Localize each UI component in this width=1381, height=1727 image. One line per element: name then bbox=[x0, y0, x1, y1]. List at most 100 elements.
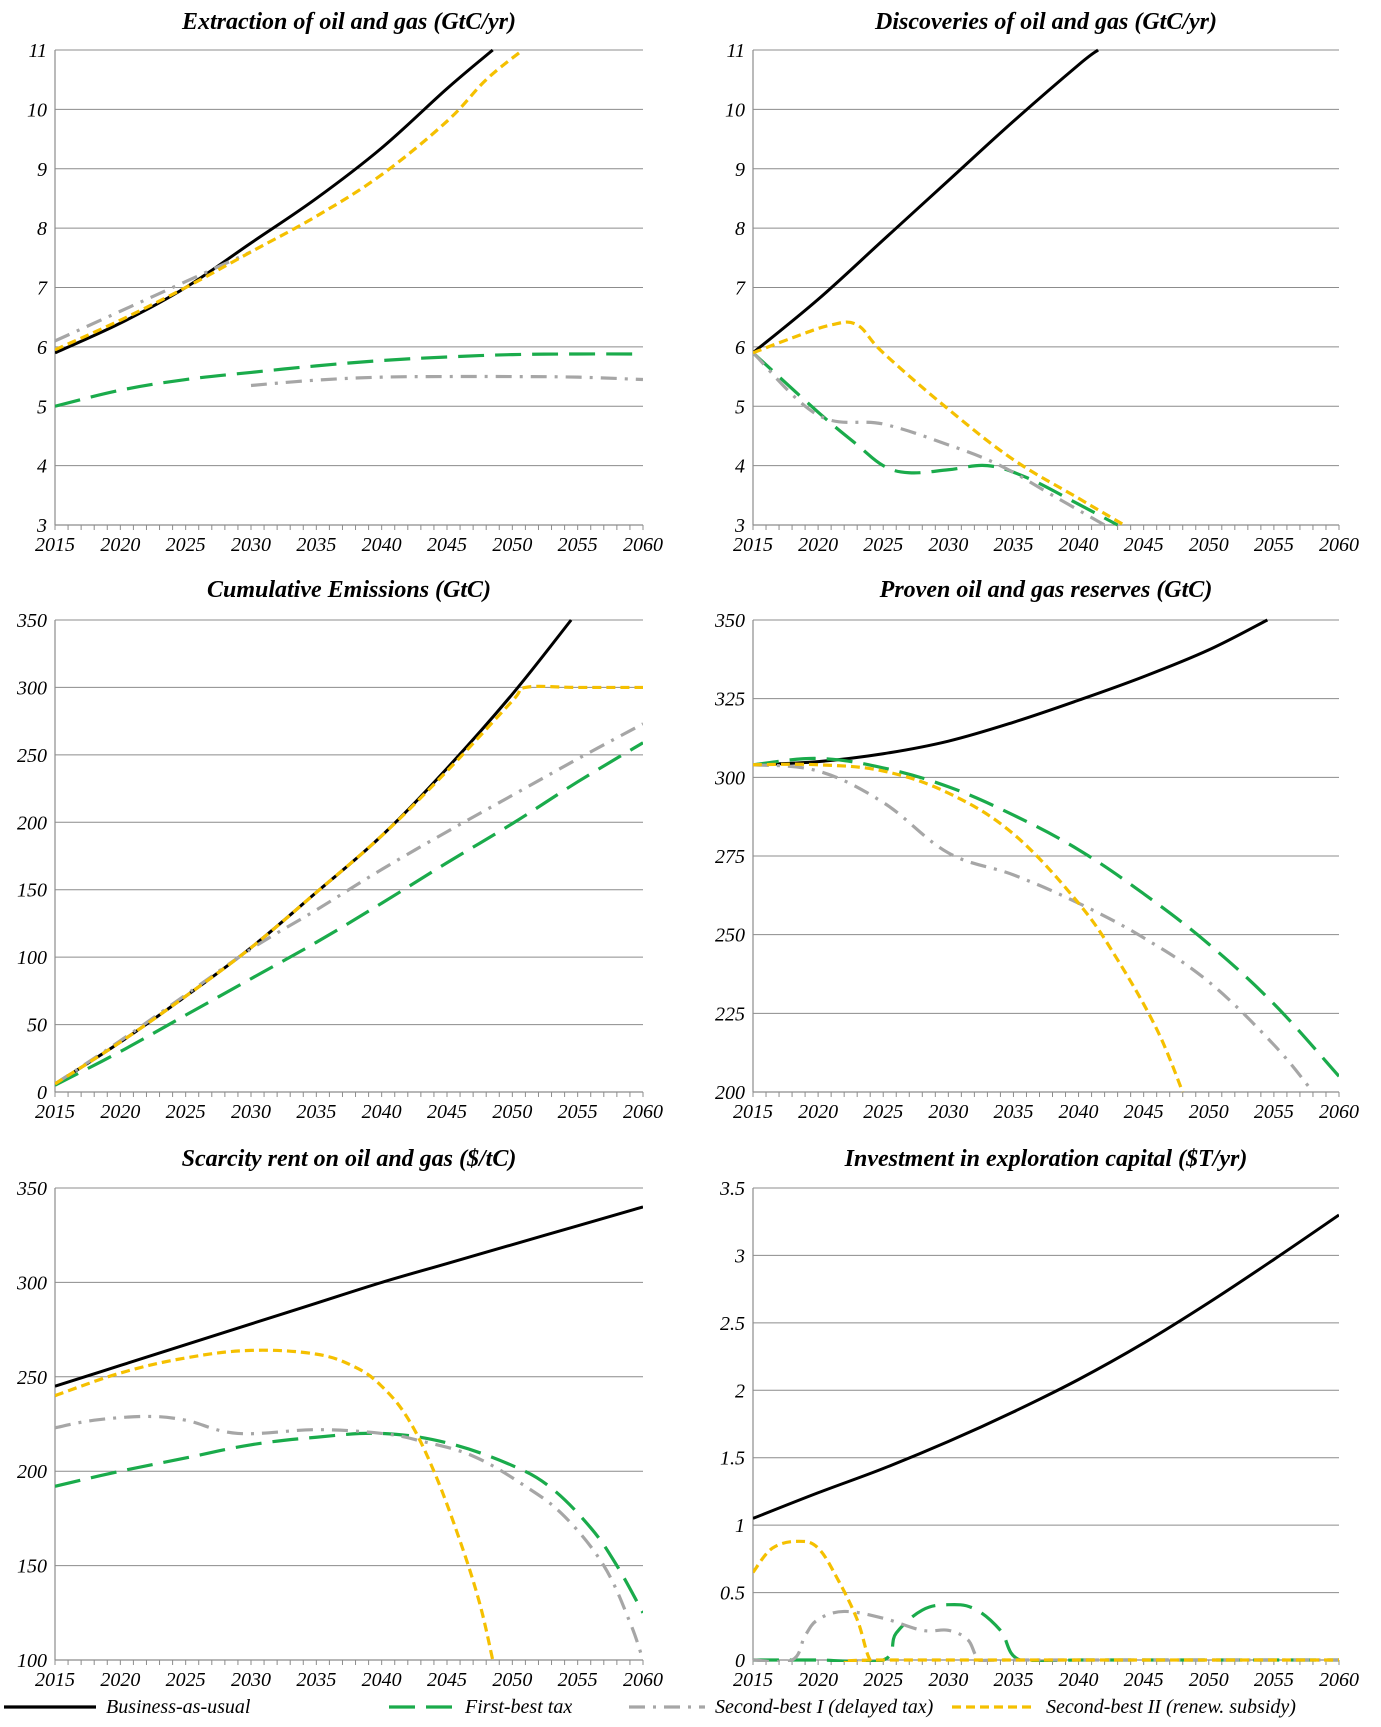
panel-title: Discoveries of oil and gas (GtC/yr) bbox=[874, 9, 1217, 35]
x-tick-label: 2060 bbox=[1319, 534, 1359, 556]
x-tick-label: 2030 bbox=[928, 1669, 968, 1691]
series-line-bau bbox=[753, 48, 1099, 354]
y-tick-label: 100 bbox=[17, 1650, 47, 1672]
series-line-second-best-1 bbox=[55, 250, 252, 343]
y-tick-label: 275 bbox=[715, 846, 745, 868]
panel-6: Investment in exploration capital ($T/yr… bbox=[719, 1146, 1359, 1691]
panel-title: Investment in exploration capital ($T/yr… bbox=[844, 1146, 1248, 1172]
y-tick-label: 8 bbox=[735, 218, 745, 240]
y-tick-label: 0 bbox=[37, 1082, 47, 1104]
x-tick-label: 2040 bbox=[1059, 1101, 1099, 1123]
y-tick-label: 150 bbox=[17, 1556, 47, 1578]
y-tick-label: 9 bbox=[735, 159, 745, 181]
y-tick-label: 300 bbox=[16, 677, 47, 699]
x-tick-label: 2015 bbox=[35, 1101, 75, 1123]
x-tick-label: 2030 bbox=[928, 1101, 968, 1123]
x-tick-label: 2020 bbox=[100, 1101, 140, 1123]
y-tick-label: 225 bbox=[715, 1003, 745, 1025]
x-tick-label: 2050 bbox=[1189, 1669, 1229, 1691]
legend-label-second-best-2: Second-best II (renew. subsidy) bbox=[1046, 1696, 1296, 1718]
x-tick-label: 2025 bbox=[863, 1669, 903, 1691]
x-tick-label: 2060 bbox=[1319, 1101, 1359, 1123]
series-line-second-best-2 bbox=[55, 1348, 495, 1661]
x-tick-label: 2035 bbox=[993, 1101, 1033, 1123]
x-tick-label: 2055 bbox=[558, 1101, 598, 1123]
series-line-bau bbox=[55, 1205, 643, 1388]
series-line-second-best-1 bbox=[55, 722, 643, 1086]
y-tick-label: 3.5 bbox=[719, 1178, 745, 1200]
x-tick-label: 2040 bbox=[362, 534, 402, 556]
y-tick-label: 4 bbox=[735, 456, 745, 478]
x-tick-label: 2035 bbox=[296, 1101, 336, 1123]
y-tick-label: 7 bbox=[37, 278, 48, 300]
y-tick-label: 100 bbox=[17, 947, 47, 969]
panel-title: Proven oil and gas reserves (GtC) bbox=[879, 577, 1213, 603]
x-tick-label: 2020 bbox=[798, 534, 838, 556]
series-line-second-best-2 bbox=[753, 762, 1185, 1093]
x-tick-label: 2025 bbox=[166, 534, 206, 556]
y-tick-label: 5 bbox=[37, 396, 47, 418]
x-tick-label: 2040 bbox=[1059, 1669, 1099, 1691]
x-tick-label: 2055 bbox=[1254, 1101, 1294, 1123]
x-tick-label: 2025 bbox=[863, 534, 903, 556]
legend: Business-as-usual First-best tax Second-be… bbox=[4, 1696, 1296, 1718]
y-tick-label: 350 bbox=[714, 610, 745, 632]
panel-3: Cumulative Emissions (GtC) 0 50 100 150 200 25… bbox=[16, 577, 663, 1123]
series-line-first-best bbox=[753, 756, 1339, 1078]
y-tick-label: 250 bbox=[17, 1367, 47, 1389]
x-tick-label: 2030 bbox=[928, 534, 968, 556]
y-tick-label: 7 bbox=[735, 278, 746, 300]
y-tick-label: 11 bbox=[28, 40, 47, 62]
series-line-second-best-1 bbox=[753, 763, 1315, 1094]
series-line-bau bbox=[753, 1213, 1339, 1520]
panel-title: Cumulative Emissions (GtC) bbox=[207, 577, 491, 603]
series-line-second-best-1 bbox=[753, 351, 1106, 527]
x-tick-label: 2035 bbox=[993, 1669, 1033, 1691]
y-tick-label: 6 bbox=[735, 337, 745, 359]
series-line-bau bbox=[55, 48, 494, 355]
y-tick-label: 200 bbox=[715, 1082, 745, 1104]
series-line-second-best-2 bbox=[753, 320, 1125, 527]
x-tick-label: 2030 bbox=[231, 534, 271, 556]
x-tick-label: 2035 bbox=[296, 1669, 336, 1691]
series-line-first-best bbox=[55, 741, 643, 1087]
series-line-second-best-1 bbox=[55, 1414, 643, 1661]
y-tick-label: 0 bbox=[735, 1650, 745, 1672]
y-tick-label: 4 bbox=[37, 456, 47, 478]
x-tick-label: 2055 bbox=[558, 1669, 598, 1691]
x-tick-label: 2060 bbox=[1319, 1669, 1359, 1691]
y-tick-label: 50 bbox=[27, 1015, 47, 1037]
panel-5: Scarcity rent on oil and gas ($/tC) 100 15… bbox=[16, 1146, 663, 1691]
y-tick-label: 10 bbox=[27, 99, 47, 121]
y-tick-label: 5 bbox=[735, 396, 745, 418]
y-tick-label: 2 bbox=[735, 1380, 745, 1402]
x-tick-label: 2045 bbox=[427, 534, 467, 556]
x-tick-label: 2055 bbox=[1254, 534, 1294, 556]
x-tick-label: 2050 bbox=[492, 1101, 532, 1123]
panel-title: Extraction of oil and gas (GtC/yr) bbox=[181, 9, 516, 35]
y-tick-label: 250 bbox=[17, 745, 47, 767]
x-tick-label: 2050 bbox=[492, 534, 532, 556]
x-tick-label: 2025 bbox=[166, 1101, 206, 1123]
x-tick-label: 2015 bbox=[733, 534, 773, 556]
series-line-first-best bbox=[753, 1602, 1339, 1662]
y-tick-label: 6 bbox=[37, 337, 47, 359]
x-tick-label: 2040 bbox=[362, 1101, 402, 1123]
x-tick-label: 2020 bbox=[798, 1101, 838, 1123]
legend-label-second-best-1: Second-best I (delayed tax) bbox=[715, 1696, 934, 1718]
panel-title: Scarcity rent on oil and gas ($/tC) bbox=[182, 1146, 517, 1172]
x-tick-label: 2020 bbox=[798, 1669, 838, 1691]
x-tick-label: 2045 bbox=[1124, 1669, 1164, 1691]
panel-1: Extraction of oil and gas (GtC/yr) 3 4 5 6 7 8… bbox=[27, 9, 663, 556]
y-tick-label: 3 bbox=[36, 515, 47, 537]
series-line-first-best bbox=[753, 351, 1119, 527]
y-tick-label: 3 bbox=[734, 1245, 745, 1267]
panel-4: Proven oil and gas reserves (GtC) 200 225 2… bbox=[714, 577, 1359, 1123]
y-tick-label: 200 bbox=[17, 1461, 47, 1483]
x-tick-label: 2035 bbox=[296, 534, 336, 556]
y-tick-label: 3 bbox=[734, 515, 745, 537]
series-line-second-best-1 bbox=[753, 1609, 1339, 1662]
x-tick-label: 2040 bbox=[362, 1669, 402, 1691]
y-tick-label: 0.5 bbox=[720, 1583, 745, 1605]
